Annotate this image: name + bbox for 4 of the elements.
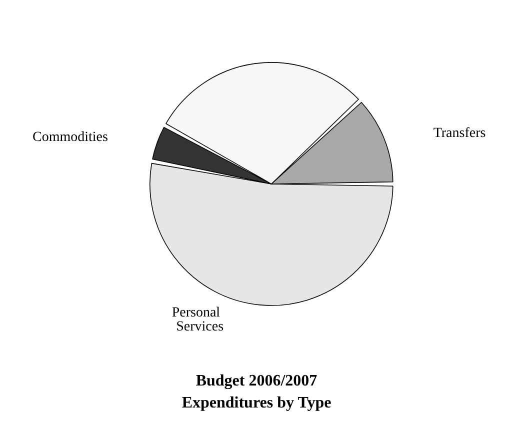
slice-label: Transfers (433, 126, 486, 142)
text: Budget 2006/2007 Expenditures by Type (182, 372, 332, 412)
slice-label: Commodities (32, 130, 108, 146)
slice-label: Personal Services (172, 305, 224, 334)
